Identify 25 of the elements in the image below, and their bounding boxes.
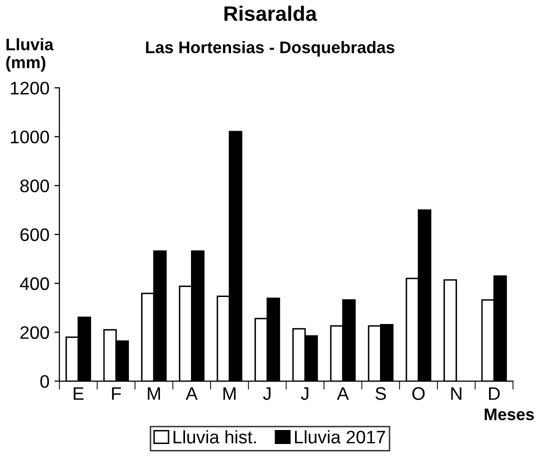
x-tick-label: N — [451, 387, 462, 400]
x-tick-label: A — [186, 387, 198, 400]
y-tick-label: 1200 — [10, 82, 49, 94]
x-tick-label: A — [336, 387, 349, 400]
x-tick-label: D — [489, 387, 500, 400]
legend-label: Lluvia 2017 — [295, 430, 386, 444]
x-tick-label: O — [412, 387, 425, 400]
y-tick-label: 1000 — [10, 130, 49, 144]
x-axis-title: Meses — [484, 408, 534, 420]
x-tick-label: F — [112, 387, 121, 400]
y-tick-label: 0 — [40, 375, 49, 388]
x-tick-label: J — [300, 387, 308, 400]
y-tick-label: 800 — [20, 180, 49, 192]
chart-subtitle: Las Hortensias - Dosquebradas — [146, 41, 394, 57]
x-tick-label: E — [74, 387, 84, 400]
x-tick-label: M — [223, 387, 236, 400]
y-axis-title: Lluvia (mm) — [6, 38, 54, 72]
x-tick-label: J — [263, 387, 270, 400]
y-tick-label: 600 — [20, 228, 49, 242]
y-tick-label: 200 — [20, 326, 49, 339]
x-tick-label: S — [376, 387, 386, 400]
x-tick-label: M — [148, 387, 160, 400]
legend-label: Lluvia hist. — [174, 430, 256, 444]
y-tick-label: 400 — [20, 277, 49, 290]
chart-title: Risaralda — [224, 6, 318, 21]
